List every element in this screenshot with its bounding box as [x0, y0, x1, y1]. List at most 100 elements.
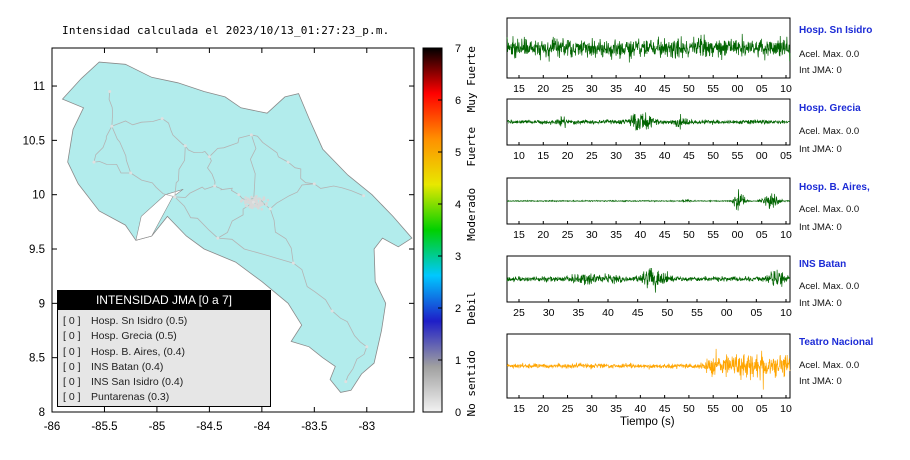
road	[207, 156, 216, 187]
road	[214, 185, 240, 196]
road	[249, 134, 257, 203]
legend-level: [ 0 ]	[63, 360, 81, 373]
town-marker	[312, 182, 316, 186]
time-tick-label: 30	[586, 403, 598, 415]
town-marker	[250, 195, 253, 199]
time-tick-label: 50	[683, 403, 695, 415]
time-tick-label: 50	[707, 150, 719, 162]
time-tick-label: 20	[537, 403, 549, 415]
time-tick-label: 25	[562, 403, 574, 415]
town-marker	[207, 155, 211, 159]
road	[174, 185, 215, 198]
town-marker	[249, 204, 252, 207]
y-tick-label: 8.5	[29, 353, 45, 365]
road	[174, 196, 219, 239]
x-tick-label: -85.5	[91, 421, 117, 433]
time-tick-label: 10	[780, 229, 792, 241]
town-marker	[244, 200, 247, 204]
time-tick-label: 20	[537, 229, 549, 241]
road	[293, 262, 333, 312]
time-tick-label: 35	[635, 150, 647, 162]
time-tick-label: 05	[756, 229, 768, 241]
town-marker	[266, 198, 270, 202]
time-tick-label: 40	[659, 150, 671, 162]
colorbar-tick-label: 0	[455, 407, 461, 419]
time-tick-label: 15	[513, 229, 525, 241]
colorbar-tick-label: 5	[455, 147, 461, 159]
legend-item: [ 0 ] Puntarenas (0.3)	[58, 390, 270, 405]
time-tick-label: 35	[610, 403, 622, 415]
map-y-axis: 11 10.5 10 9.5 9 8.5 8	[23, 81, 414, 419]
station-accel: Acel. Max. 0.0	[799, 49, 860, 60]
time-tick-label: 20	[537, 83, 549, 95]
seismogram-trace	[506, 112, 791, 131]
station-jma: Int JMA: 0	[799, 376, 842, 387]
station-jma: Int JMA: 0	[799, 144, 842, 155]
time-tick-label: 35	[610, 83, 622, 95]
station-name: Teatro Nacional	[799, 337, 874, 348]
road	[93, 126, 113, 163]
y-tick-label: 8	[39, 407, 45, 419]
legend-label: Hosp. Sn Isidro (0.5)	[91, 315, 188, 327]
time-tick-label: 00	[732, 229, 744, 241]
station-name: Hosp. Grecia	[799, 103, 861, 114]
road	[331, 310, 368, 348]
legend-level: [ 0 ]	[63, 391, 81, 404]
x-tick-label: -84	[254, 421, 271, 433]
road	[269, 183, 315, 210]
time-tick-label: 45	[632, 307, 644, 319]
town-marker	[246, 198, 249, 201]
time-tick-label: 30	[543, 307, 555, 319]
town-marker	[344, 380, 348, 384]
time-axis-label: Tiempo (s)	[620, 416, 675, 428]
town-marker	[108, 89, 112, 93]
town-marker	[244, 196, 247, 199]
time-tick-label: 30	[610, 150, 622, 162]
time-tick-label: 10	[780, 403, 792, 415]
town-marker	[286, 160, 290, 164]
road	[269, 208, 294, 264]
station-jma: Int JMA: 0	[799, 65, 842, 76]
legend-item: [ 0 ] Hosp. Sn Isidro (0.5)	[58, 314, 270, 329]
town-marker	[248, 202, 252, 205]
town-marker	[110, 124, 114, 128]
time-tick-label: 20	[562, 150, 574, 162]
road	[108, 91, 114, 127]
time-tick-label: 15	[513, 403, 525, 415]
station-accel: Acel. Max. 0.0	[799, 204, 860, 215]
time-tick-label: 35	[610, 229, 622, 241]
legend-level: [ 0 ]	[63, 345, 81, 358]
station-jma: Int JMA: 0	[799, 222, 842, 233]
map-title: Intensidad calculada el 2023/10/13_01:27…	[62, 24, 390, 37]
colorbar-tick-label: 6	[455, 95, 461, 107]
town-marker	[260, 207, 264, 211]
legend-item: [ 0 ] INS Batan (0.4)	[58, 360, 270, 375]
time-tick-label: 40	[635, 83, 647, 95]
time-tick-label: 25	[586, 150, 598, 162]
seismogram-panel: 25 30 35 40 45 50 55 00 05 10	[506, 255, 792, 319]
road	[209, 134, 252, 157]
town-marker	[92, 160, 96, 164]
town-marker	[251, 206, 254, 210]
y-tick-label: 9	[39, 298, 45, 310]
time-tick-label: 05	[756, 403, 768, 415]
town-marker	[330, 309, 334, 313]
colorbar-tick-label: 7	[455, 43, 461, 55]
time-tick-label: 05	[750, 307, 762, 319]
town-marker	[160, 117, 164, 121]
legend-item: [ 0 ] Hosp. B. Aires, (0.4)	[58, 345, 270, 360]
town-marker	[268, 207, 272, 211]
town-marker	[261, 198, 265, 202]
road	[287, 161, 315, 185]
legend-label: Hosp. Grecia (0.5)	[91, 330, 177, 343]
time-tick-label: 40	[635, 403, 647, 415]
station-name: INS Batan	[799, 259, 847, 270]
map-frame	[51, 47, 415, 413]
time-tick-label: 55	[732, 150, 744, 162]
town-marker	[249, 199, 252, 203]
colorbar-category-label: Debil	[465, 291, 478, 324]
intensity-legend: INTENSIDAD JMA [0 a 7] [ 0 ] Hosp. Sn Isi…	[57, 290, 271, 407]
colorbar-tick-label: 3	[455, 251, 461, 263]
